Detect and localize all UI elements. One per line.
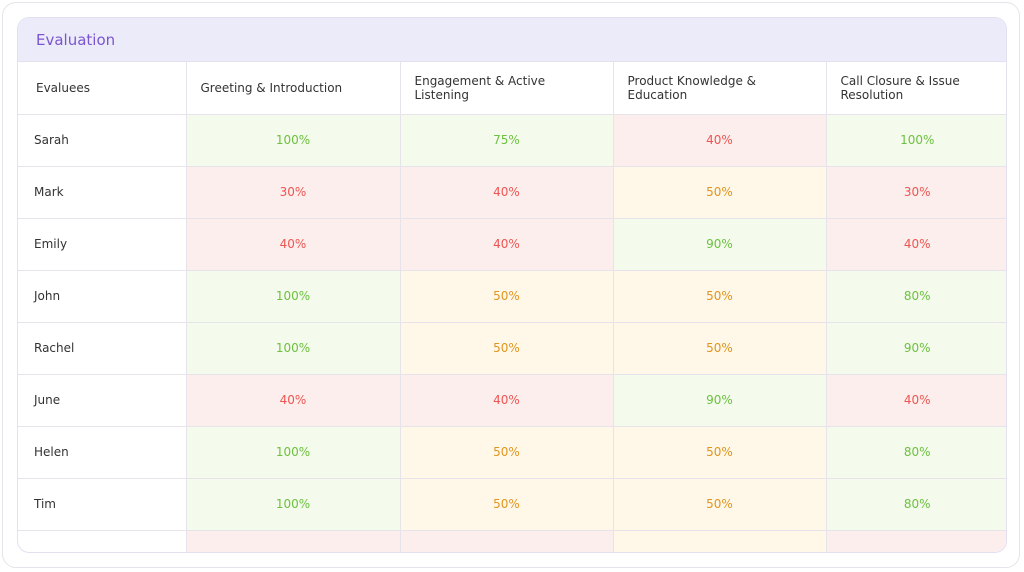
partial-cell [825,529,1006,552]
card-header: Evaluation [18,18,1006,62]
score-cell: 100% [825,113,1006,167]
score-cell: 90% [612,217,827,271]
column-header-product-knowledge[interactable]: Product Knowledge & Education [612,62,827,115]
score-cell: 80% [825,477,1006,531]
score-cell: 75% [399,113,614,167]
evaluee-name: Helen [18,425,187,479]
evaluee-name: John [18,269,187,323]
table-row[interactable]: Sarah 100% 75% 40% 100% [18,113,1006,167]
column-header-call-closure[interactable]: Call Closure & Issue Resolution [825,62,1006,115]
partial-cell [399,529,614,552]
column-header-engagement[interactable]: Engagement & Active Listening [399,62,614,115]
score-cell: 30% [825,165,1006,219]
partial-cell [185,529,401,552]
score-cell: 50% [612,477,827,531]
evaluee-name: June [18,373,187,427]
evaluee-name: Emily [18,217,187,271]
evaluee-name: Mark [18,165,187,219]
score-cell: 40% [825,217,1006,271]
score-cell: 40% [185,217,401,271]
score-cell: 40% [399,373,614,427]
card-title: Evaluation [36,30,116,49]
score-cell: 100% [185,113,401,167]
column-header-greeting[interactable]: Greeting & Introduction [185,62,401,115]
score-cell: 40% [185,373,401,427]
score-cell: 50% [399,425,614,479]
table-row[interactable]: Rachel 100% 50% 50% 90% [18,321,1006,375]
score-cell: 50% [399,477,614,531]
score-cell: 40% [399,165,614,219]
evaluation-table: Evaluees Greeting & Introduction Engagem… [18,62,1006,552]
score-cell: 50% [399,269,614,323]
score-cell: 50% [612,321,827,375]
table-row[interactable]: John 100% 50% 50% 80% [18,269,1006,323]
table-header-row: Evaluees Greeting & Introduction Engagem… [18,62,1006,115]
score-cell: 100% [185,425,401,479]
table-row[interactable]: June 40% 40% 90% 40% [18,373,1006,427]
score-cell: 40% [612,113,827,167]
score-cell: 50% [612,425,827,479]
score-cell: 90% [825,321,1006,375]
score-cell: 50% [612,165,827,219]
evaluation-card: Evaluation Evaluees Greeting & Introduct… [17,17,1007,553]
evaluee-name: Sarah [18,113,187,167]
table-row[interactable]: Emily 40% 40% 90% 40% [18,217,1006,271]
score-cell: 50% [399,321,614,375]
score-cell: 100% [185,477,401,531]
evaluee-name: Rachel [18,321,187,375]
score-cell: 30% [185,165,401,219]
score-cell: 100% [185,321,401,375]
partial-cell [612,529,827,552]
score-cell: 40% [825,373,1006,427]
score-cell: 90% [612,373,827,427]
table-body: Sarah 100% 75% 40% 100% Mark 30% 40% 50% 30% Emily… [18,113,1006,552]
column-header-evaluees[interactable]: Evaluees [18,62,187,115]
score-cell: 80% [825,425,1006,479]
table-row-partial [18,529,1006,552]
score-cell: 40% [399,217,614,271]
table-row[interactable]: Helen 100% 50% 50% 80% [18,425,1006,479]
table-row[interactable]: Tim 100% 50% 50% 80% [18,477,1006,531]
score-cell: 100% [185,269,401,323]
evaluee-name: Tim [18,477,187,531]
score-cell: 50% [612,269,827,323]
score-cell: 80% [825,269,1006,323]
table-row[interactable]: Mark 30% 40% 50% 30% [18,165,1006,219]
partial-cell [18,529,187,552]
